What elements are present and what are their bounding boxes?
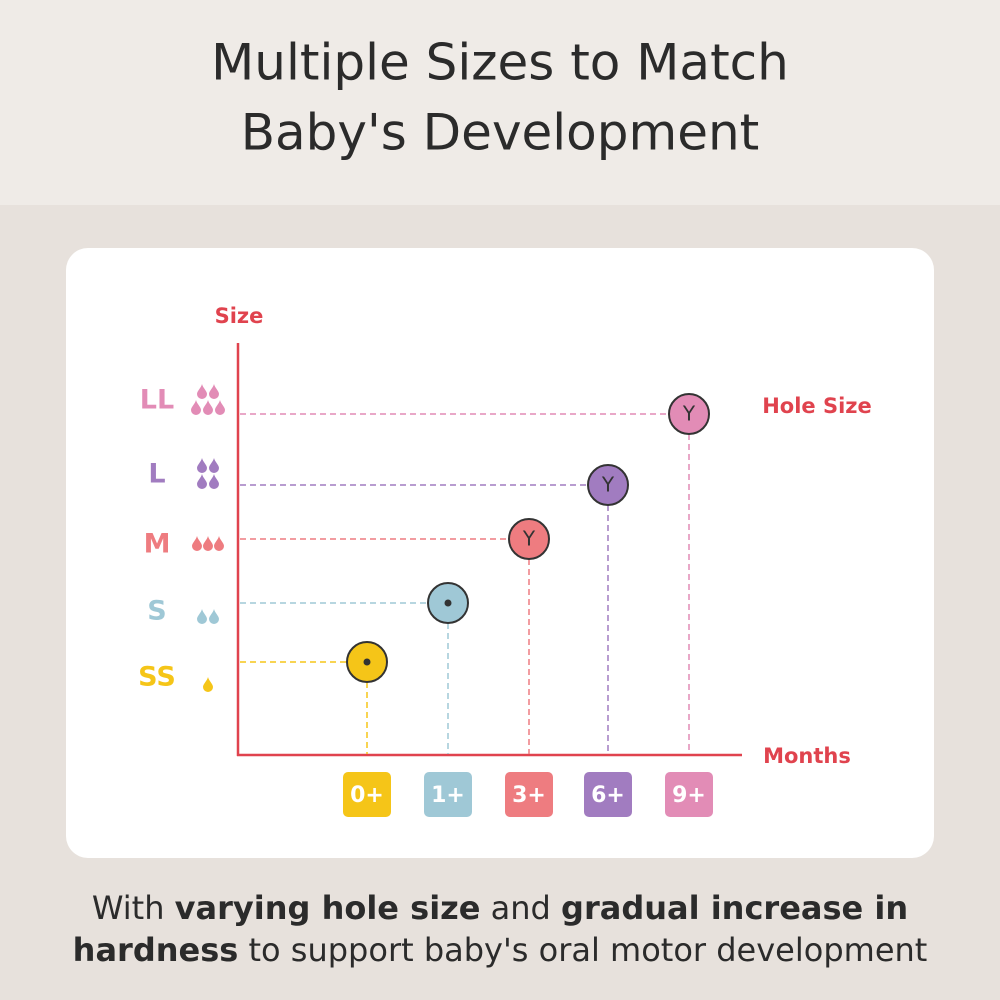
drop-icon bbox=[203, 400, 213, 415]
footer-text: varying hole size bbox=[175, 889, 481, 927]
hole-circle bbox=[668, 393, 710, 435]
drop-icon bbox=[197, 609, 207, 624]
drop-icon bbox=[197, 474, 207, 489]
drop-icon bbox=[192, 536, 202, 551]
size-label: SS bbox=[138, 662, 176, 693]
x-axis-label: Months bbox=[763, 744, 851, 768]
month-box bbox=[505, 772, 553, 817]
footer-text: hardness bbox=[73, 931, 239, 969]
month-label: 3+ bbox=[512, 783, 546, 808]
size-label: LL bbox=[140, 385, 174, 416]
hole-circle bbox=[587, 464, 629, 506]
month-box bbox=[665, 772, 713, 817]
footer-line: hardness to support baby's oral motor de… bbox=[73, 931, 928, 969]
hole-circle bbox=[508, 518, 550, 560]
month-box bbox=[424, 772, 472, 817]
size-label: M bbox=[144, 529, 171, 560]
size-label: L bbox=[148, 459, 165, 490]
footer-text: and bbox=[480, 889, 561, 927]
drop-icon bbox=[203, 677, 213, 692]
month-label: 9+ bbox=[672, 783, 706, 808]
drop-icon bbox=[209, 474, 219, 489]
drop-icon bbox=[215, 400, 225, 415]
title-line: Multiple Sizes to Match bbox=[211, 34, 789, 92]
footer-text: With bbox=[92, 889, 175, 927]
drop-icon bbox=[209, 458, 219, 473]
month-label: 6+ bbox=[591, 783, 625, 808]
footer-text: gradual increase in bbox=[561, 889, 908, 927]
drop-icon bbox=[191, 400, 201, 415]
drop-icon bbox=[209, 609, 219, 624]
hole-symbol: Y bbox=[522, 527, 536, 551]
hole-dot bbox=[363, 658, 371, 666]
month-label: 0+ bbox=[350, 783, 384, 808]
footer-line: With varying hole size and gradual incre… bbox=[92, 889, 908, 927]
month-box bbox=[343, 772, 391, 817]
drop-icon bbox=[209, 384, 219, 399]
hole-size-label: Hole Size bbox=[762, 394, 872, 418]
y-axis-label: Size bbox=[215, 304, 264, 328]
hole-symbol: Y bbox=[601, 473, 615, 497]
drop-icon bbox=[214, 536, 224, 551]
month-label: 1+ bbox=[431, 783, 465, 808]
header-band bbox=[0, 0, 1000, 205]
drop-icon bbox=[203, 536, 213, 551]
size-label: S bbox=[147, 596, 166, 627]
hole-symbol: Y bbox=[682, 402, 696, 426]
title-line: Baby's Development bbox=[241, 104, 760, 162]
card bbox=[66, 248, 934, 858]
footer-text: to support baby's oral motor development bbox=[238, 931, 927, 969]
month-box bbox=[584, 772, 632, 817]
hole-dot bbox=[444, 599, 452, 607]
drop-icon bbox=[197, 458, 207, 473]
drop-icon bbox=[197, 384, 207, 399]
